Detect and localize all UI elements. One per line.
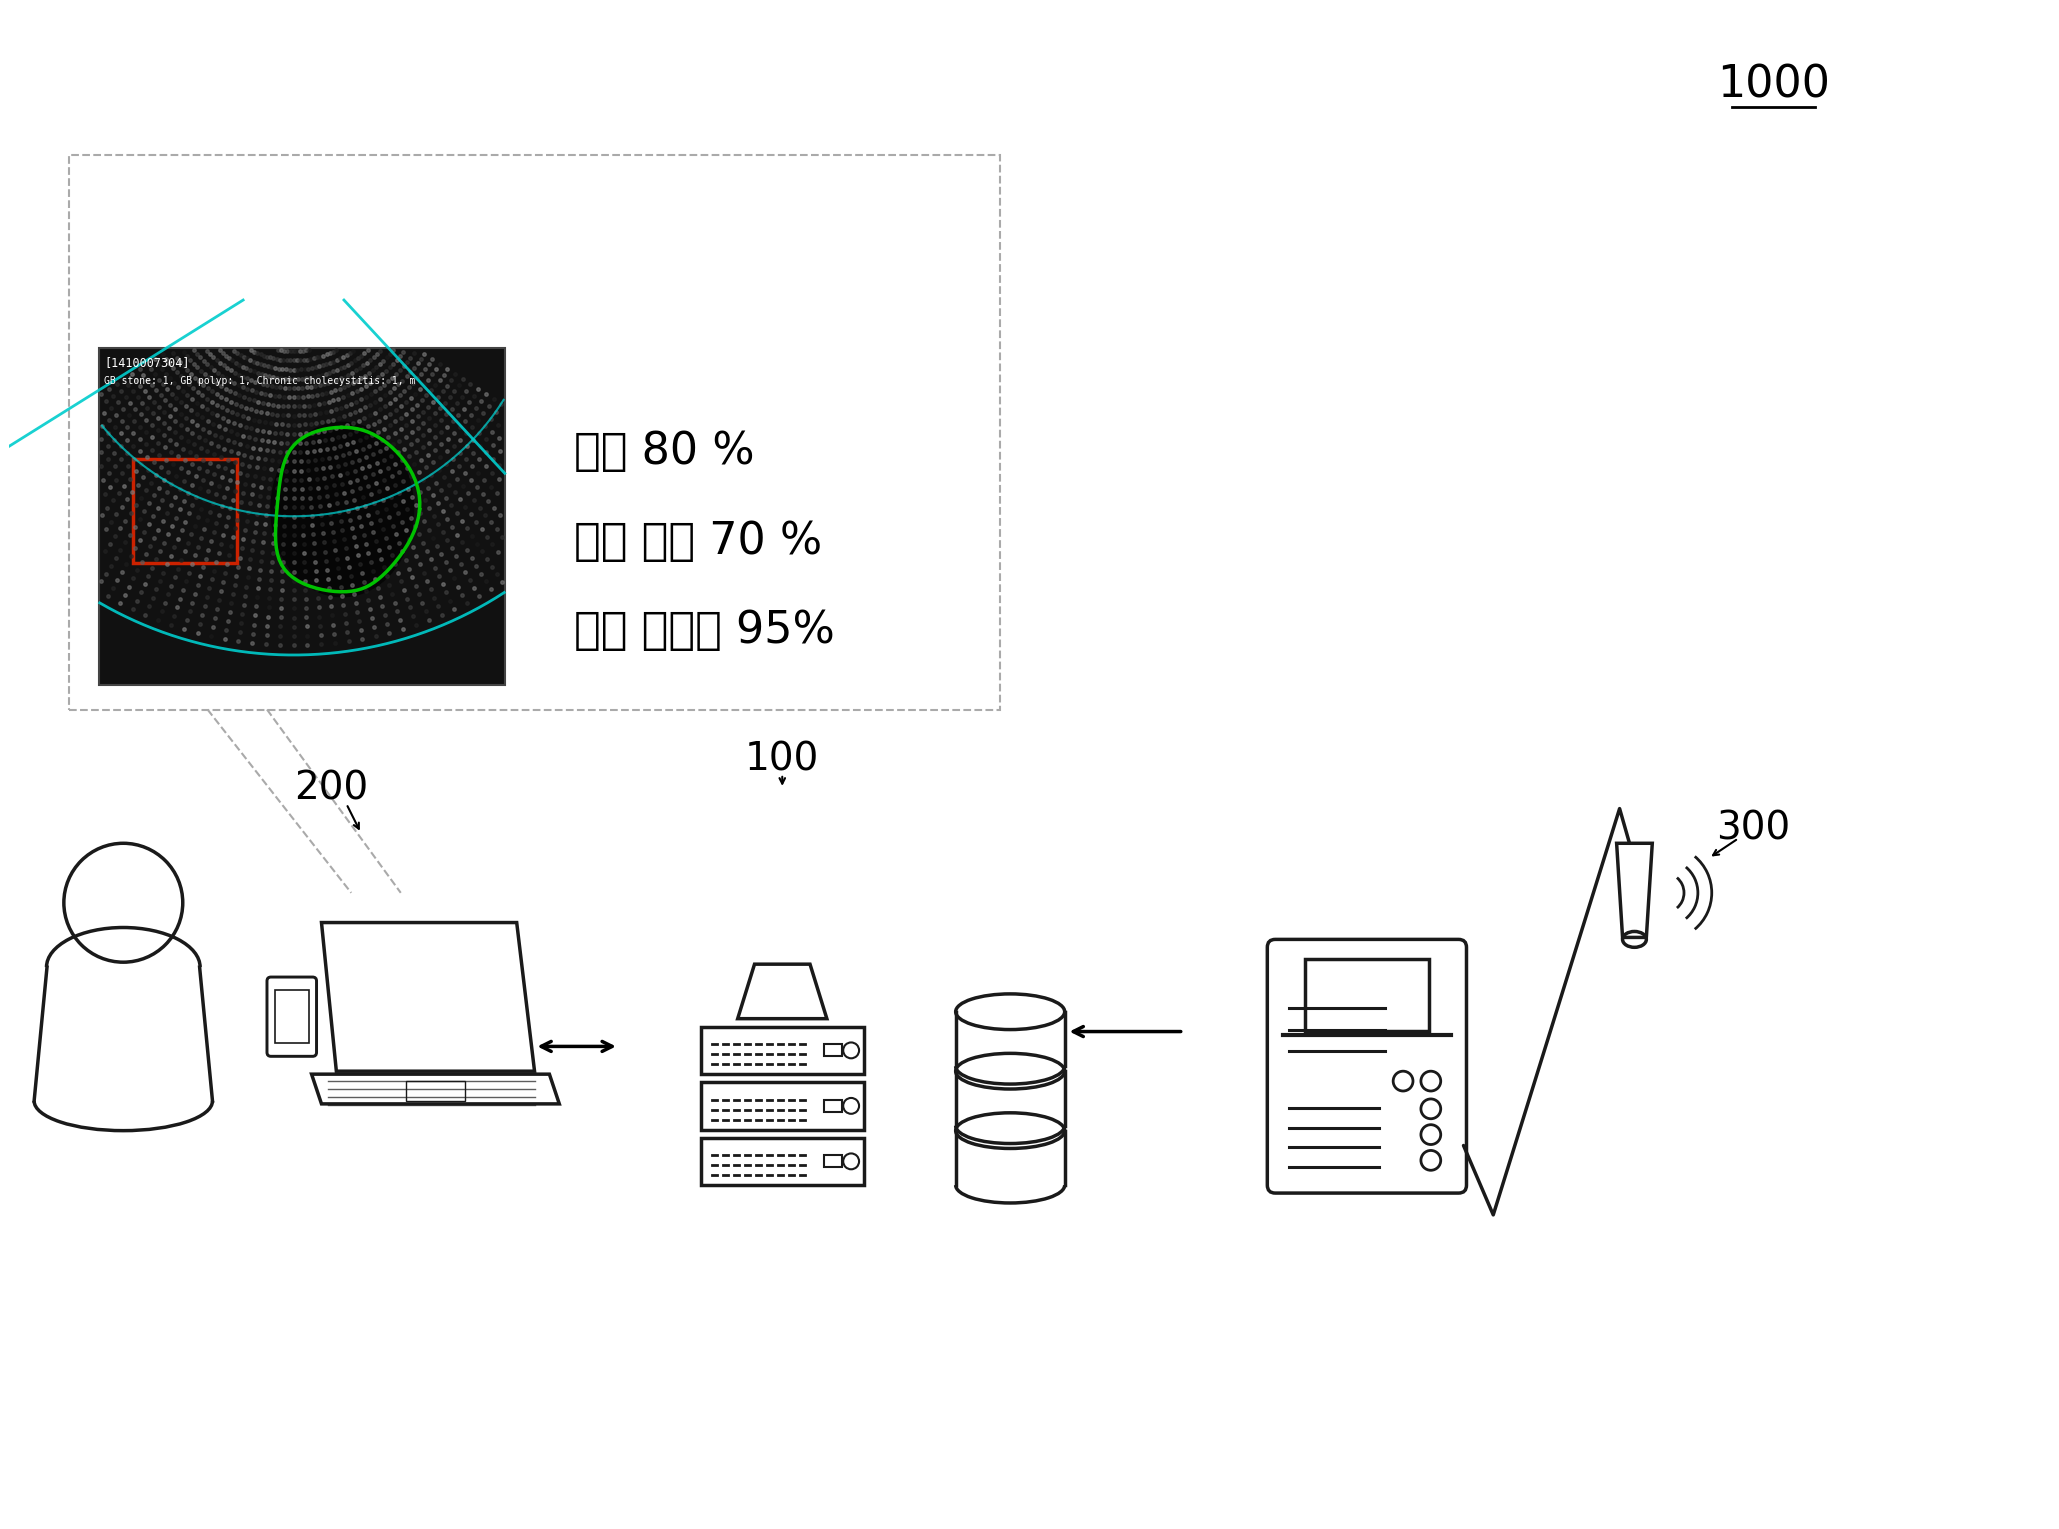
Text: 200: 200 bbox=[294, 769, 369, 807]
Text: 담낙 용종 70 %: 담낙 용종 70 % bbox=[574, 520, 822, 563]
Text: 만성 담낙염 95%: 만성 담낙염 95% bbox=[574, 609, 836, 651]
Bar bbox=[824, 1099, 842, 1112]
Bar bbox=[824, 1156, 842, 1167]
Bar bbox=[700, 1026, 865, 1075]
Bar bbox=[1305, 959, 1429, 1031]
Text: 300: 300 bbox=[1717, 809, 1791, 847]
Bar bbox=[700, 1138, 865, 1185]
Bar bbox=[700, 1083, 865, 1130]
Bar bbox=[99, 347, 504, 685]
Text: GB stone: 1, GB polyp: 1, Chronic cholecystitis: 1, m: GB stone: 1, GB polyp: 1, Chronic cholec… bbox=[105, 376, 416, 385]
Text: 1000: 1000 bbox=[1717, 64, 1830, 107]
Bar bbox=[824, 1044, 842, 1057]
Text: [1410007304]: [1410007304] bbox=[105, 356, 189, 368]
Text: 100: 100 bbox=[745, 740, 819, 778]
Bar bbox=[276, 989, 309, 1043]
Polygon shape bbox=[272, 422, 414, 596]
Bar bbox=[68, 154, 1001, 709]
Text: 담석 80 %: 담석 80 % bbox=[574, 430, 756, 474]
Bar bbox=[406, 1081, 465, 1101]
Bar bbox=[134, 459, 237, 564]
